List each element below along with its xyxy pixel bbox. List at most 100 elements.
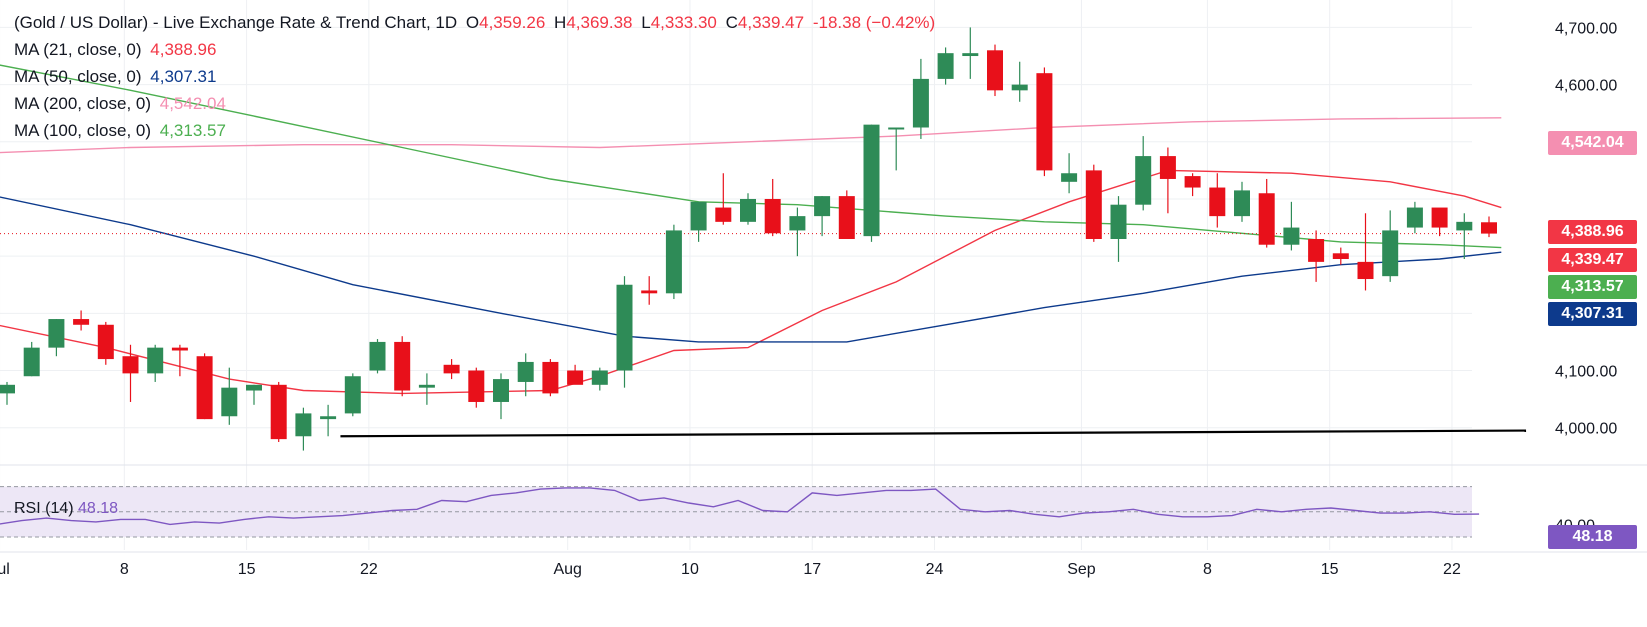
candle bbox=[23, 341, 40, 377]
candle-body bbox=[1308, 239, 1325, 262]
open-label: O bbox=[465, 13, 480, 32]
rsi-legend[interactable]: RSI (14) 48.18 bbox=[14, 500, 118, 518]
candle-body bbox=[171, 347, 188, 351]
candle-body bbox=[1382, 230, 1399, 277]
ma-line bbox=[0, 196, 1502, 343]
price-tick-label: 4,600.00 bbox=[1555, 78, 1617, 95]
candle bbox=[1135, 136, 1152, 211]
time-tick-label: 24 bbox=[926, 561, 944, 578]
candle-body bbox=[567, 370, 584, 385]
chart-title: (Gold / US Dollar) - Live Exchange Rate … bbox=[14, 13, 458, 32]
candle bbox=[73, 310, 90, 331]
candle bbox=[715, 173, 732, 225]
candle bbox=[962, 27, 979, 79]
candle-body bbox=[147, 347, 164, 374]
candle bbox=[641, 276, 658, 305]
candle-body bbox=[1283, 227, 1300, 245]
candle-body bbox=[1209, 187, 1226, 217]
candle bbox=[1258, 178, 1275, 248]
candle bbox=[1357, 213, 1374, 291]
time-axis: Jul 8 15 22 Aug 10 17 24 Sep 8 15 22 bbox=[0, 561, 1461, 578]
candle bbox=[1209, 173, 1226, 228]
candle bbox=[987, 44, 1003, 97]
candle bbox=[221, 367, 238, 425]
candle-body bbox=[369, 341, 386, 371]
candle bbox=[1110, 196, 1127, 262]
ma50-legend[interactable]: MA (50, close, 0) 4,307.31 bbox=[14, 67, 220, 87]
candle-body bbox=[616, 284, 633, 371]
candle bbox=[517, 353, 534, 397]
candle-body bbox=[1456, 221, 1473, 231]
time-tick-label: Jul bbox=[0, 561, 10, 578]
time-tick-label: Sep bbox=[1067, 561, 1096, 578]
candle bbox=[48, 319, 65, 357]
candle-body bbox=[73, 319, 90, 325]
change-value: -18.38 (−0.42%) bbox=[812, 13, 936, 32]
candle-body bbox=[196, 356, 213, 420]
candle-body bbox=[591, 370, 608, 385]
candle bbox=[740, 193, 756, 225]
candle-body bbox=[1061, 173, 1078, 182]
price-tick-label: 4,700.00 bbox=[1555, 20, 1617, 37]
candle bbox=[690, 201, 707, 242]
candle-body bbox=[1406, 207, 1423, 228]
high-label: H bbox=[554, 13, 567, 32]
support-trendline[interactable] bbox=[340, 429, 1527, 438]
candle bbox=[1184, 173, 1201, 197]
price-tick-label: 4,100.00 bbox=[1555, 364, 1617, 381]
candle-body bbox=[1135, 156, 1152, 205]
ma-line bbox=[0, 117, 1502, 154]
ma50-label: MA (50, close, 0) bbox=[14, 67, 142, 86]
ma21-legend[interactable]: MA (21, close, 0) 4,388.96 bbox=[14, 40, 220, 60]
candle-body bbox=[221, 387, 238, 417]
candle-body bbox=[493, 379, 509, 402]
candle-body bbox=[1159, 156, 1176, 179]
candle bbox=[369, 339, 386, 374]
candle-body bbox=[937, 53, 954, 79]
candle bbox=[1159, 147, 1176, 214]
ma50-value: 4,307.31 bbox=[150, 67, 217, 86]
last-price-badge: 4,339.47 bbox=[1548, 248, 1637, 272]
close-label: C bbox=[725, 13, 738, 32]
candle bbox=[937, 47, 954, 85]
ma200-value: 4,542.04 bbox=[159, 94, 226, 113]
candle-body bbox=[542, 361, 559, 394]
time-tick-label: 22 bbox=[1443, 561, 1461, 578]
candle-body bbox=[320, 416, 337, 420]
time-tick-label: 15 bbox=[238, 561, 256, 578]
candle bbox=[1382, 210, 1399, 282]
time-tick-label: Aug bbox=[553, 561, 581, 578]
candle bbox=[888, 127, 905, 171]
candle bbox=[1406, 201, 1423, 234]
ma100-label: MA (100, close, 0) bbox=[14, 121, 152, 140]
ma200-legend[interactable]: MA (200, close, 0) 4,542.04 bbox=[14, 94, 230, 114]
candle-body bbox=[1332, 253, 1349, 260]
candle-body bbox=[1085, 170, 1102, 239]
candle-body bbox=[1036, 73, 1053, 171]
candle bbox=[270, 381, 287, 442]
candle bbox=[912, 58, 929, 139]
time-tick-label: 8 bbox=[1203, 561, 1212, 578]
candle bbox=[789, 207, 806, 257]
candle bbox=[493, 373, 509, 420]
candle-body bbox=[912, 78, 929, 128]
chart-header: (Gold / US Dollar) - Live Exchange Rate … bbox=[14, 13, 939, 33]
candle bbox=[665, 224, 682, 300]
candle bbox=[1036, 67, 1053, 177]
candle bbox=[443, 359, 460, 380]
low-label: L bbox=[641, 13, 651, 32]
candles-layer bbox=[0, 27, 1497, 451]
ma200-label: MA (200, close, 0) bbox=[14, 94, 152, 113]
rsi-line bbox=[0, 487, 1480, 526]
candle bbox=[1431, 207, 1448, 237]
candle-body bbox=[888, 127, 905, 130]
candle bbox=[147, 344, 164, 382]
candle-body bbox=[468, 370, 485, 402]
high-value: 4,369.38 bbox=[566, 13, 633, 32]
candle-body bbox=[443, 364, 460, 374]
time-tick-label: 17 bbox=[803, 561, 821, 578]
ma100-legend[interactable]: MA (100, close, 0) 4,313.57 bbox=[14, 121, 230, 141]
candle-body bbox=[23, 347, 40, 377]
candle-body bbox=[97, 324, 114, 360]
